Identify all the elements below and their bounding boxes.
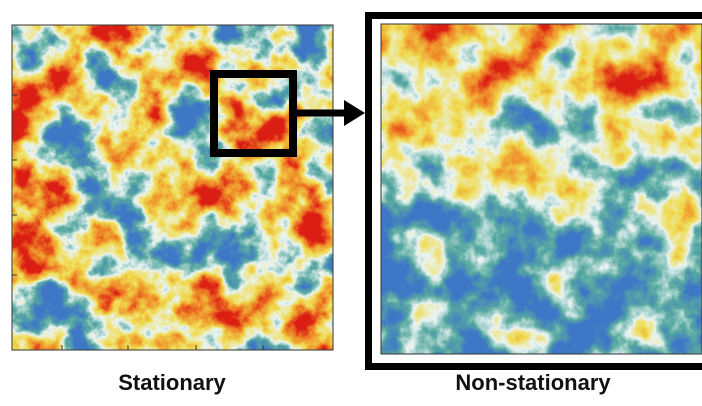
- caption: Non-stationary: [455, 370, 611, 395]
- page: Stationary Non-stationary (() => { const…: [0, 0, 702, 401]
- nonstationary-field: [381, 24, 702, 354]
- figure: Stationary Non-stationary: [0, 0, 702, 401]
- arrow-head: [344, 100, 365, 126]
- caption: Stationary: [118, 370, 226, 395]
